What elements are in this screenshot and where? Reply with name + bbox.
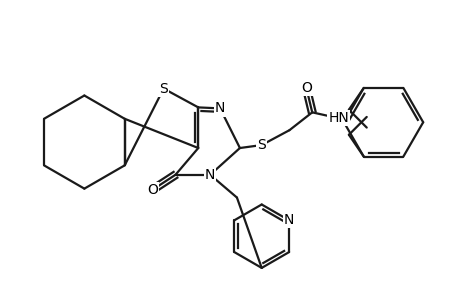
Text: S: S: [257, 138, 265, 152]
Text: N: N: [283, 213, 294, 227]
Text: N: N: [205, 168, 215, 182]
Text: HN: HN: [328, 111, 348, 125]
Text: O: O: [300, 81, 311, 94]
Text: S: S: [159, 82, 168, 96]
Text: N: N: [214, 101, 225, 116]
Text: O: O: [147, 183, 158, 196]
